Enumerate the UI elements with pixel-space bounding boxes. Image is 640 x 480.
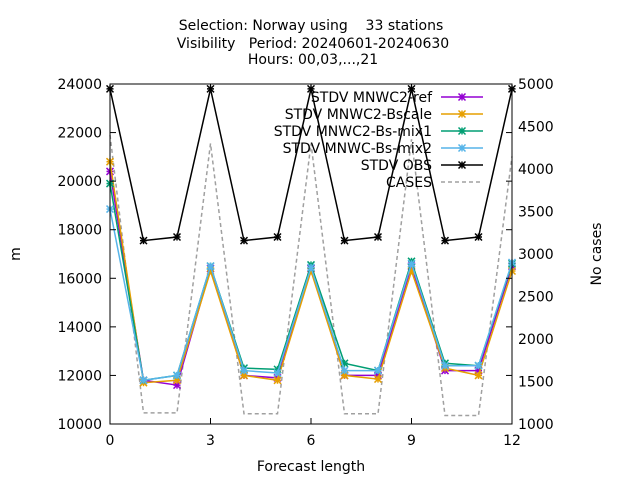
y-axis-label: m <box>8 247 24 261</box>
data-point <box>474 232 483 242</box>
legend-entry: STDV OBS <box>361 158 483 174</box>
legend-entry: CASES <box>386 175 483 191</box>
y-tick-label: 14000 <box>57 320 102 336</box>
series-line <box>109 171 513 386</box>
y-tick-label: 22000 <box>57 126 102 142</box>
x-axis-label: Forecast length <box>257 459 365 475</box>
data-point <box>239 366 249 375</box>
series-2 <box>105 157 517 387</box>
data-point <box>273 376 282 385</box>
series-line <box>109 208 513 382</box>
x-tick-label: 3 <box>206 433 215 449</box>
data-point <box>172 371 182 380</box>
y-tick-label: 16000 <box>57 271 102 287</box>
y2-tick-label: 2000 <box>518 332 554 348</box>
chart-title: Selection: Norway using 33 stations Visi… <box>177 18 449 68</box>
data-point <box>139 376 148 385</box>
data-point <box>172 232 182 242</box>
legend-label: STDV MNWC2-Bs-mix1 <box>274 124 432 140</box>
legend-label: CASES <box>386 175 432 191</box>
y-tick-label: 20000 <box>57 174 102 190</box>
legend-marker <box>457 160 467 170</box>
x-tick-label: 6 <box>307 433 316 449</box>
legend-label: STDV MNWC2-ref <box>311 90 433 106</box>
legend-marker <box>457 92 467 102</box>
data-point <box>373 375 383 384</box>
data-point <box>407 259 416 268</box>
y2-tick-label: 2500 <box>518 290 554 306</box>
y2-tick-label: 4000 <box>518 162 554 178</box>
y2-axis-label: No cases <box>589 223 605 286</box>
legend-entry: STDV MNWC2-Bscale <box>285 107 483 123</box>
axis-ticks: 1000012000140001600018000200002200024000… <box>57 77 553 449</box>
y-tick-label: 12000 <box>57 368 102 384</box>
y-tick-label: 18000 <box>57 223 102 239</box>
legend-entry: STDV MNWC-Bs-mix2 <box>283 141 483 157</box>
legend-label: STDV OBS <box>361 158 432 174</box>
data-point <box>306 263 316 272</box>
data-point <box>373 366 383 375</box>
legend-entry: STDV MNWC2-Bs-mix1 <box>274 124 483 140</box>
y-tick-label: 10000 <box>57 417 102 433</box>
data-point <box>373 232 383 242</box>
y-tick-label: 24000 <box>57 77 102 93</box>
title-line-2: Visibility Period: 20240601-20240630 <box>177 36 449 52</box>
data-point <box>139 236 148 245</box>
y2-tick-label: 3500 <box>518 205 554 221</box>
series-6 <box>109 134 513 417</box>
legend-marker <box>457 109 467 119</box>
data-point <box>340 236 349 245</box>
data-point <box>273 232 282 242</box>
x-tick-label: 0 <box>106 433 115 449</box>
y2-tick-label: 3000 <box>518 247 554 263</box>
data-point <box>440 361 450 370</box>
series-1 <box>105 167 517 390</box>
data-point <box>474 361 483 370</box>
data-point <box>273 368 282 378</box>
data-point <box>239 236 249 245</box>
data-point <box>206 262 215 271</box>
x-tick-label: 9 <box>407 433 416 449</box>
legend-marker <box>457 126 467 136</box>
data-point <box>340 366 349 375</box>
x-tick-label: 12 <box>503 433 521 449</box>
data-point <box>474 371 483 380</box>
y2-tick-label: 1000 <box>518 417 554 433</box>
legend-marker <box>457 143 467 153</box>
legend-label: STDV MNWC-Bs-mix2 <box>283 141 432 157</box>
legend-entry: STDV MNWC2-ref <box>311 90 483 106</box>
series-line <box>109 183 513 382</box>
legend-label: STDV MNWC2-Bscale <box>285 107 432 123</box>
y2-tick-label: 1500 <box>518 375 554 391</box>
y2-tick-label: 5000 <box>518 77 554 93</box>
y2-tick-label: 4500 <box>518 120 554 136</box>
title-line-3: Hours: 00,03,...,21 <box>248 52 378 68</box>
data-point <box>440 236 450 245</box>
series-3 <box>105 179 517 385</box>
series-line <box>109 134 513 417</box>
title-line-1: Selection: Norway using 33 stations <box>179 18 444 34</box>
series-4 <box>105 205 517 385</box>
